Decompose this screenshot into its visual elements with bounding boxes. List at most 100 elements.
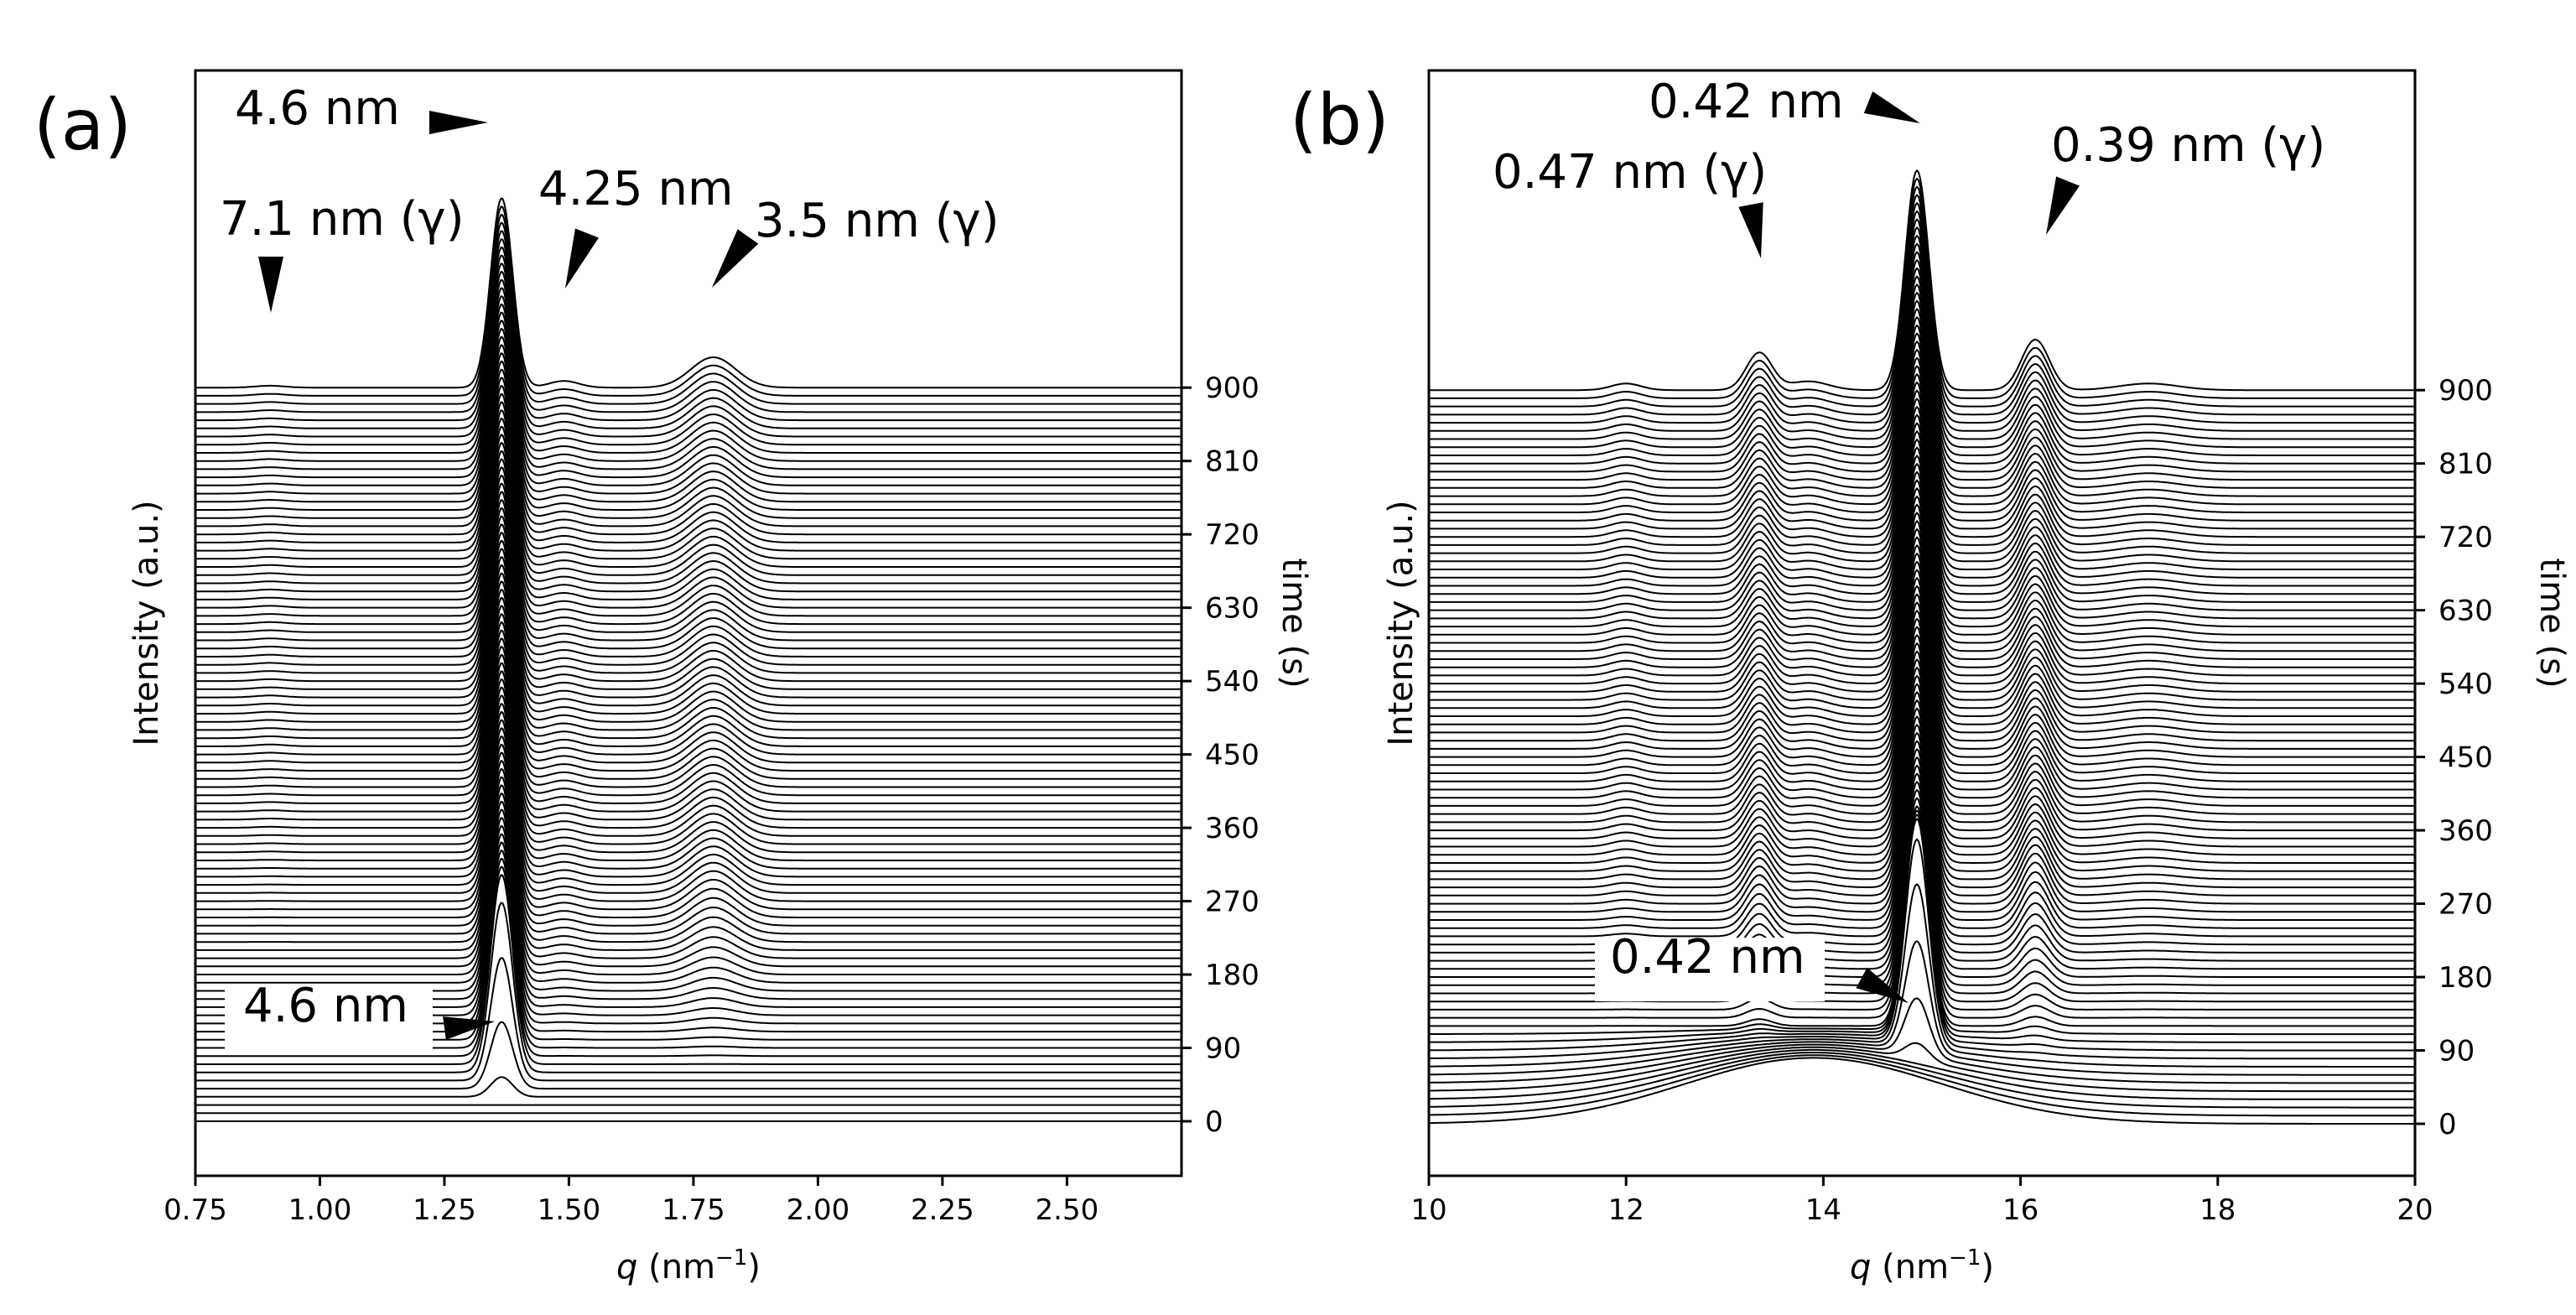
traces-b [1428,169,2415,1125]
time-tick-label: 630 [1205,592,1259,626]
trace-t890 [1429,177,2415,399]
x-tick-label: 14 [1805,1193,1841,1227]
trace-t310 [195,678,1182,870]
trace-t400 [195,605,1182,797]
trace-t520 [1429,479,2415,701]
x-tick-label: 2.50 [1036,1193,1099,1227]
y-axis-label-b: Intensity (a.u.) [1382,500,1420,746]
trace-t830 [195,254,1182,446]
trace-t900 [1429,169,2415,392]
trace-t120 [1429,805,2415,1027]
time-ticks-b: 0 90 180 270 360 450 540 630 720 810 900 [2415,374,2493,1141]
trace-t740 [195,328,1182,519]
trace-t140 [1429,788,2415,1011]
trace-t460 [195,556,1182,747]
x-ticks-a: 0.75 1.00 1.25 1.50 1.75 2.00 2.25 2.50 [164,1176,1098,1227]
trace-t0 [1429,1057,2415,1125]
time-tick-label: 720 [1205,518,1259,552]
trace-t470 [195,548,1182,740]
trace-t600 [1429,413,2415,636]
annotation-arrow [1856,967,1909,1003]
trace-t700 [1429,332,2415,554]
trace-t360 [195,637,1182,829]
annotations-a: 4.6 nm 7.1 nm (γ) 4.25 nm 3.5 nm (γ) 4.6 nm [220,81,1000,1053]
trace-t290 [195,694,1182,886]
annotation-label: 4.6 nm [235,81,400,136]
time-tick-label: 720 [2438,521,2493,554]
trace-t830 [1429,226,2415,449]
trace-t770 [1429,275,2415,497]
trace-t330 [1429,634,2415,856]
x-tick-label: 16 [2002,1193,2038,1227]
x-tick-label: 2.25 [911,1193,974,1227]
time-tick-label: 630 [2438,595,2493,628]
trace-t650 [195,401,1182,593]
trace-t340 [195,653,1182,845]
panel-label-a: (a) [34,84,132,166]
trace-t540 [195,491,1182,683]
trace-t450 [195,564,1182,756]
trace-t680 [195,377,1182,568]
trace-t510 [1429,487,2415,709]
trace-t500 [1429,496,2415,717]
trace-t260 [195,719,1182,911]
trace-t230 [1429,715,2415,938]
trace-t610 [1429,406,2415,628]
trace-t170 [195,793,1182,984]
trace-t630 [1429,389,2415,611]
y-axis-label-a: Intensity (a.u.) [127,500,166,746]
x-tick-label: 18 [2199,1193,2236,1227]
trace-t230 [195,743,1182,935]
trace-t350 [1429,617,2415,839]
annotation-arrow [712,229,759,288]
trace-t470 [1429,520,2415,742]
trace-t660 [195,392,1182,585]
trace-t150 [1429,781,2415,1003]
trace-t560 [1429,446,2415,668]
x-tick-label: 10 [1410,1193,1446,1227]
trace-t30 [1429,1048,2415,1100]
trace-t10 [1428,1054,2415,1117]
trace-t760 [1429,283,2415,506]
trace-t70 [1429,883,2415,1068]
annotation-label: 3.5 nm (γ) [755,194,1000,248]
time-axis-label-b: time (s) [2532,558,2571,688]
trace-t820 [1429,235,2415,456]
trace-t460 [1429,528,2415,750]
annotation-arrow [1738,202,1763,258]
time-tick-label: 540 [1205,665,1259,699]
trace-t370 [1429,601,2415,824]
trace-t80 [1429,838,2415,1060]
trace-t150 [195,808,1182,1001]
annotation-label: 0.42 nm [1649,75,1844,129]
time-tick-label: 0 [2438,1108,2457,1141]
trace-t250 [195,727,1182,918]
panel-label-b: (b) [1290,79,1389,161]
panel-a: (a) 0.75 1.00 1.25 1.50 1.75 2.00 2.25 2.50 0 90… [34,69,1313,1286]
trace-t410 [195,596,1182,788]
trace-t600 [195,442,1182,633]
trace-t40 [1429,1042,2415,1093]
trace-t380 [195,621,1182,813]
annotation-arrow [565,228,599,288]
trace-t440 [1429,544,2415,767]
trace-t720 [195,344,1182,536]
panel-b: (b) 10 12 14 16 18 20 0 90 180 270 360 450 540 630 72… [1290,69,2571,1286]
trace-t50 [1429,997,2415,1084]
annotation-arrow [429,111,488,134]
time-tick-label: 0 [1205,1105,1223,1139]
time-tick-label: 270 [1205,886,1259,919]
trace-t860 [195,230,1182,422]
trace-t330 [195,662,1182,854]
time-tick-label: 900 [1205,372,1259,405]
annotation-arrow [1863,91,1920,123]
trace-t480 [1429,512,2415,734]
trace-t590 [1429,422,2415,644]
trace-t260 [1429,691,2415,913]
trace-t440 [195,572,1182,764]
trace-t560 [195,475,1182,666]
time-ticks-a: 0 90 180 270 360 450 540 630 720 810 900 [1182,372,1259,1139]
trace-t270 [1429,683,2415,905]
time-tick-label: 90 [2438,1035,2475,1068]
trace-t710 [195,352,1182,543]
